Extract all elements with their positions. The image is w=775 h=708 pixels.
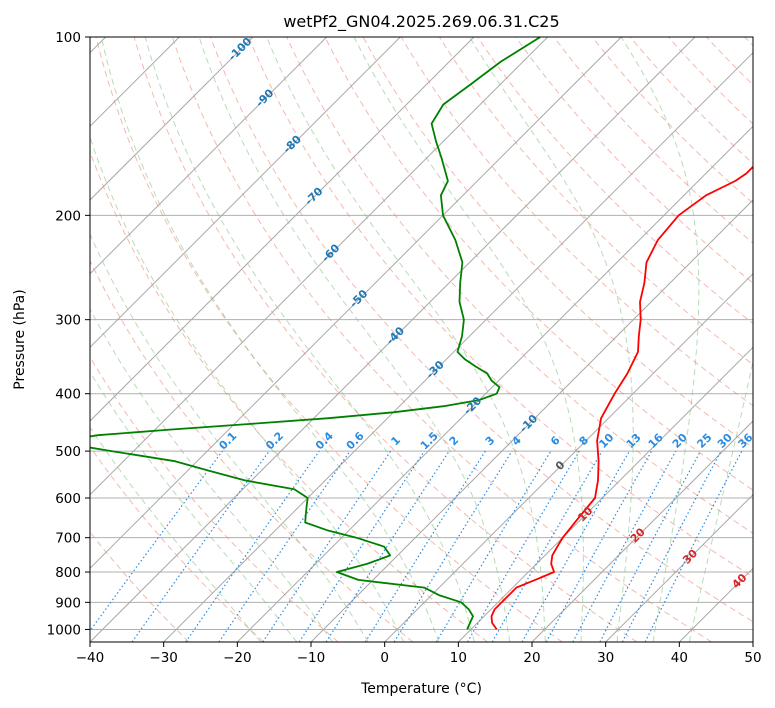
mixing-ratio-line <box>393 450 513 642</box>
isotherm <box>236 125 753 642</box>
dry-adiabat <box>133 37 638 642</box>
moist-adiabat <box>266 37 546 642</box>
x-tick-label: 30 <box>597 650 614 666</box>
isotherm <box>90 37 254 201</box>
y-tick-label: 600 <box>55 491 81 507</box>
mixing-ratio-line <box>545 450 653 642</box>
y-tick-label: 300 <box>55 313 81 329</box>
isotherm <box>90 37 622 570</box>
x-tick-label: 10 <box>450 650 467 666</box>
dry-adiabat <box>95 37 563 642</box>
dry-adiabat <box>90 445 264 642</box>
x-tick-label: 0 <box>380 650 389 666</box>
plot-frame <box>89 36 754 643</box>
isotherm <box>310 199 753 642</box>
y-tick-label: 100 <box>55 30 81 46</box>
chart-title: wetPf2_GN04.2025.269.06.31.C25 <box>283 12 559 32</box>
mixing-ratio-line <box>572 450 677 642</box>
isotherm <box>90 37 401 349</box>
mixing-ratio-line <box>185 450 320 642</box>
isotherm <box>605 493 753 642</box>
y-axis-label: Pressure (hPa) <box>12 289 28 389</box>
isotherm <box>90 37 475 422</box>
dry-adiabat <box>400 37 753 407</box>
mixing-ratio-line <box>364 450 486 642</box>
moist-adiabat <box>90 308 334 642</box>
isotherm <box>457 346 753 642</box>
moist-adiabat <box>100 37 440 642</box>
isotherm <box>90 37 549 496</box>
dry-adiabat <box>248 37 753 578</box>
y-tick-label: 700 <box>55 531 81 547</box>
dry-adiabat <box>477 37 753 325</box>
axes: −40 −30 −20 −10 0 10 20 30 40 50 1000 900 800 700 600 5… <box>47 30 762 666</box>
isotherm <box>90 37 696 642</box>
mixing-ratio-line <box>521 450 631 642</box>
y-tick-label: 500 <box>55 444 81 460</box>
moist-adiabat <box>688 358 753 642</box>
x-tick-label: −30 <box>149 650 178 666</box>
x-tick-label: −20 <box>223 650 252 666</box>
moist-adiabat <box>353 37 584 642</box>
moist-adiabat <box>198 37 511 642</box>
dewpoint-profile <box>90 37 541 630</box>
x-tick-label: 50 <box>744 650 761 666</box>
dry-adiabat <box>324 37 753 491</box>
mixing-ratio-line <box>466 450 580 642</box>
mixing-ratio-line <box>491 450 603 642</box>
dry-adiabat <box>515 37 753 284</box>
moist-adiabat <box>144 37 475 642</box>
moist-adiabat <box>90 135 405 642</box>
x-tick-label: −10 <box>297 650 326 666</box>
mixing-ratio-line <box>90 450 223 632</box>
background-lines <box>90 37 753 642</box>
x-tick-label: −40 <box>76 650 105 666</box>
x-tick-label: 40 <box>671 650 688 666</box>
sounding-profiles <box>90 37 753 630</box>
y-tick-label: 200 <box>55 208 81 224</box>
y-tick-label: 800 <box>55 565 81 581</box>
dry-adiabat <box>171 37 712 642</box>
plot-background <box>90 37 753 642</box>
x-axis-label: Temperature (°C) <box>360 681 482 697</box>
mixing-ratio-line <box>131 450 270 642</box>
x-tick-label: 20 <box>523 650 540 666</box>
dry-adiabat <box>90 259 414 642</box>
dry-adiabat <box>210 37 753 623</box>
moist-adiabat <box>620 37 700 642</box>
isotherm <box>384 272 753 642</box>
dry-adiabat <box>629 37 753 165</box>
y-tick-label: 900 <box>55 595 81 611</box>
y-tick-label: 1000 <box>47 622 81 638</box>
moist-adiabat <box>469 37 634 642</box>
y-tick-label: 400 <box>55 387 81 403</box>
temperature-profile <box>490 165 753 630</box>
isotherm <box>531 420 753 642</box>
moist-adiabat <box>90 232 369 642</box>
isotherm <box>163 51 753 642</box>
isotherm <box>90 37 328 275</box>
moist-adiabat <box>90 426 262 642</box>
mixing-ratio-line <box>325 450 450 642</box>
dry-adiabat <box>591 37 753 204</box>
mixing-ratio-line <box>218 450 351 642</box>
mixing-ratio-line <box>435 450 552 642</box>
moist-adiabat <box>90 370 298 642</box>
